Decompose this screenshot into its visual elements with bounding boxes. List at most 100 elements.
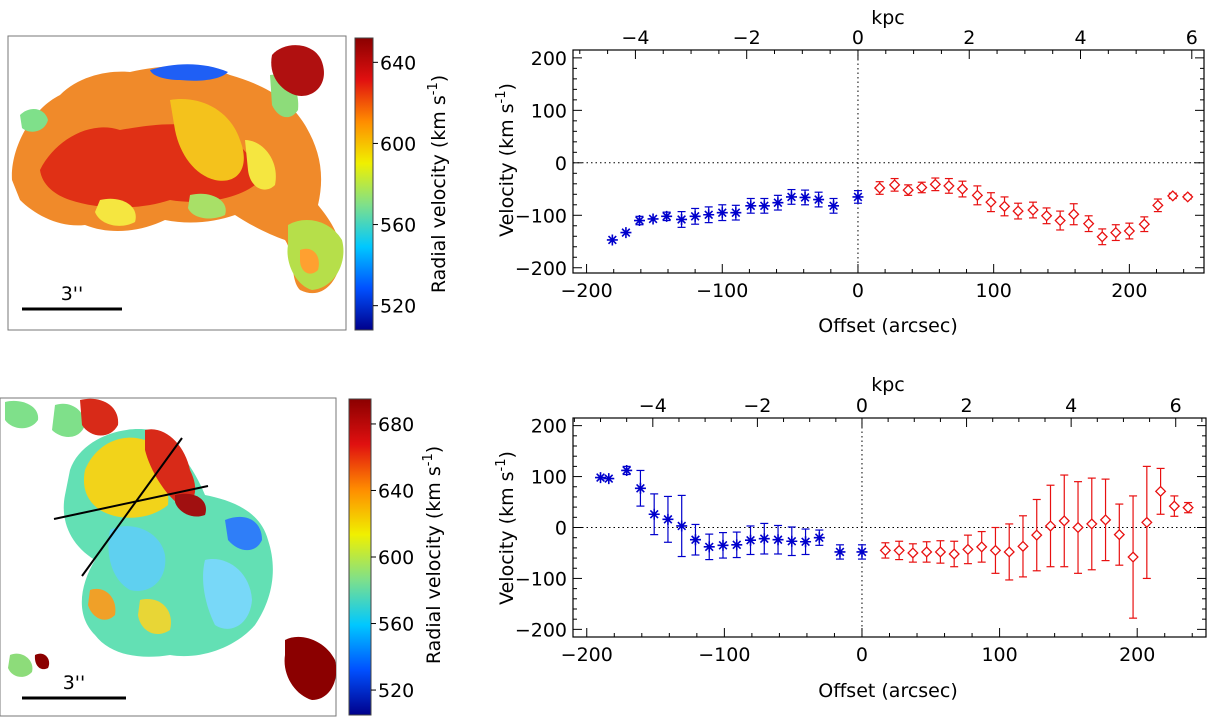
- data-point-diamond: [985, 196, 997, 208]
- data-point-diamond: [1113, 528, 1126, 541]
- data-point-asterisk: [758, 533, 770, 545]
- colorbar-label: Radial velocity (km s-1): [426, 75, 450, 293]
- data-point-asterisk: [647, 213, 659, 225]
- colorbar-label: Radial velocity (km s-1): [421, 446, 445, 664]
- data-point-asterisk: [595, 472, 607, 484]
- data-point-asterisk: [676, 213, 688, 225]
- y-tick-label: −100: [515, 205, 567, 227]
- y-axis-label: Velocity (km s-1): [494, 451, 518, 605]
- colorbar-tick-label: 640: [380, 52, 416, 74]
- data-point-asterisk: [745, 200, 757, 212]
- y-tick-label: −200: [515, 619, 567, 641]
- data-point-diamond: [1110, 226, 1122, 239]
- data-point-asterisk: [799, 191, 811, 203]
- data-point-diamond: [920, 546, 933, 558]
- data-point-asterisk: [813, 194, 825, 206]
- data-point-asterisk: [813, 532, 825, 544]
- x-tick-label: −200: [560, 280, 612, 302]
- data-point-diamond: [1017, 540, 1029, 553]
- data-point-diamond: [902, 184, 914, 196]
- top-tick-label: 0: [852, 27, 864, 49]
- colorbar-tick-label: 520: [380, 296, 416, 318]
- slit-line-2: [81, 437, 183, 577]
- y-tick-label: 0: [555, 518, 567, 540]
- colorbar-gradient: [348, 398, 372, 716]
- data-point-asterisk: [834, 546, 846, 558]
- x-tick-label: −200: [561, 644, 613, 666]
- data-point-asterisk: [703, 209, 715, 221]
- data-point-diamond: [879, 544, 892, 557]
- data-point-asterisk: [689, 210, 701, 222]
- top-axis-label: kpc: [871, 374, 905, 396]
- data-point-diamond: [873, 182, 886, 194]
- x-tick-label: 200: [1111, 280, 1147, 302]
- data-point-diamond: [1044, 520, 1057, 532]
- data-point-diamond: [1096, 231, 1108, 243]
- y-tick-label: 200: [531, 416, 567, 438]
- data-point-diamond: [948, 548, 960, 560]
- data-point-diamond: [916, 181, 928, 194]
- top-tick-label: −2: [743, 395, 771, 417]
- colorbar-gradient: [354, 37, 374, 331]
- data-point-diamond: [1154, 485, 1167, 498]
- data-point-asterisk: [758, 200, 770, 212]
- top-tick-label: −4: [621, 27, 649, 49]
- velocity-curve-2: −200 −100 0 100 200 −200 −100 0 100 200 −4 −2 0 2 4 6 k…: [494, 374, 1207, 702]
- data-point-diamond: [1123, 225, 1136, 237]
- data-point-asterisk: [633, 215, 645, 227]
- data-point-diamond: [1072, 521, 1084, 534]
- data-point-asterisk: [716, 207, 728, 219]
- data-point-asterisk: [661, 210, 673, 222]
- y-tick-label: 200: [531, 48, 567, 70]
- y-tick-label: 100: [531, 467, 567, 489]
- y-tick-label: −200: [515, 258, 567, 280]
- x-tick-label: 100: [976, 280, 1012, 302]
- data-point-diamond: [971, 189, 984, 202]
- x-tick-label: −100: [698, 644, 750, 666]
- x-tick-label: 0: [852, 280, 864, 302]
- data-point-asterisk: [745, 534, 757, 546]
- data-point-diamond: [1082, 217, 1095, 230]
- data-point-asterisk: [703, 541, 715, 553]
- data-point-asterisk: [828, 200, 840, 212]
- data-point-asterisk: [717, 539, 729, 551]
- data-point-asterisk: [689, 534, 701, 546]
- data-point-diamond: [1054, 214, 1066, 227]
- data-point-diamond: [1068, 208, 1080, 220]
- scale-bar-label: 3'': [61, 283, 84, 305]
- data-point-diamond: [1027, 204, 1039, 216]
- top-tick-label: 2: [963, 27, 975, 49]
- data-point-asterisk: [603, 473, 615, 485]
- data-point-diamond: [907, 547, 919, 559]
- colorbar-tick-label: 520: [378, 680, 414, 702]
- y-tick-label: 0: [555, 153, 567, 175]
- data-point-asterisk: [620, 227, 632, 239]
- top-axis-label: kpc: [871, 7, 905, 29]
- colorbar-tick-label: 560: [378, 614, 414, 636]
- top-tick-label: 4: [1065, 395, 1077, 417]
- data-point-asterisk: [785, 191, 797, 203]
- data-point-asterisk: [648, 508, 660, 520]
- slit-line-1: [53, 485, 209, 520]
- top-tick-label: 6: [1170, 395, 1182, 417]
- data-point-diamond: [1012, 205, 1024, 217]
- velocity-map-2: 3'': [0, 397, 337, 717]
- top-tick-label: 2: [961, 395, 973, 417]
- velocity-map-1: 3'': [7, 35, 347, 331]
- data-point-asterisk: [621, 464, 633, 476]
- data-point-asterisk: [800, 536, 812, 548]
- data-point-diamond: [943, 180, 955, 192]
- galaxy-velocity-field: [5, 398, 336, 700]
- colorbar-1: 520 560 600 640 Radial velocity (km s-1): [354, 37, 450, 331]
- data-point-diamond: [1099, 514, 1112, 526]
- y-tick-label: 100: [531, 100, 567, 122]
- colorbar-tick-label: 680: [378, 414, 414, 436]
- top-tick-label: 0: [856, 395, 868, 417]
- data-point-diamond: [1167, 190, 1179, 202]
- x-tick-label: −100: [696, 280, 748, 302]
- data-point-diamond: [888, 179, 901, 191]
- x-axis-label: Offset (arcsec): [818, 680, 957, 702]
- y-axis-label: Velocity (km s-1): [494, 83, 518, 237]
- data-point-asterisk: [731, 539, 743, 551]
